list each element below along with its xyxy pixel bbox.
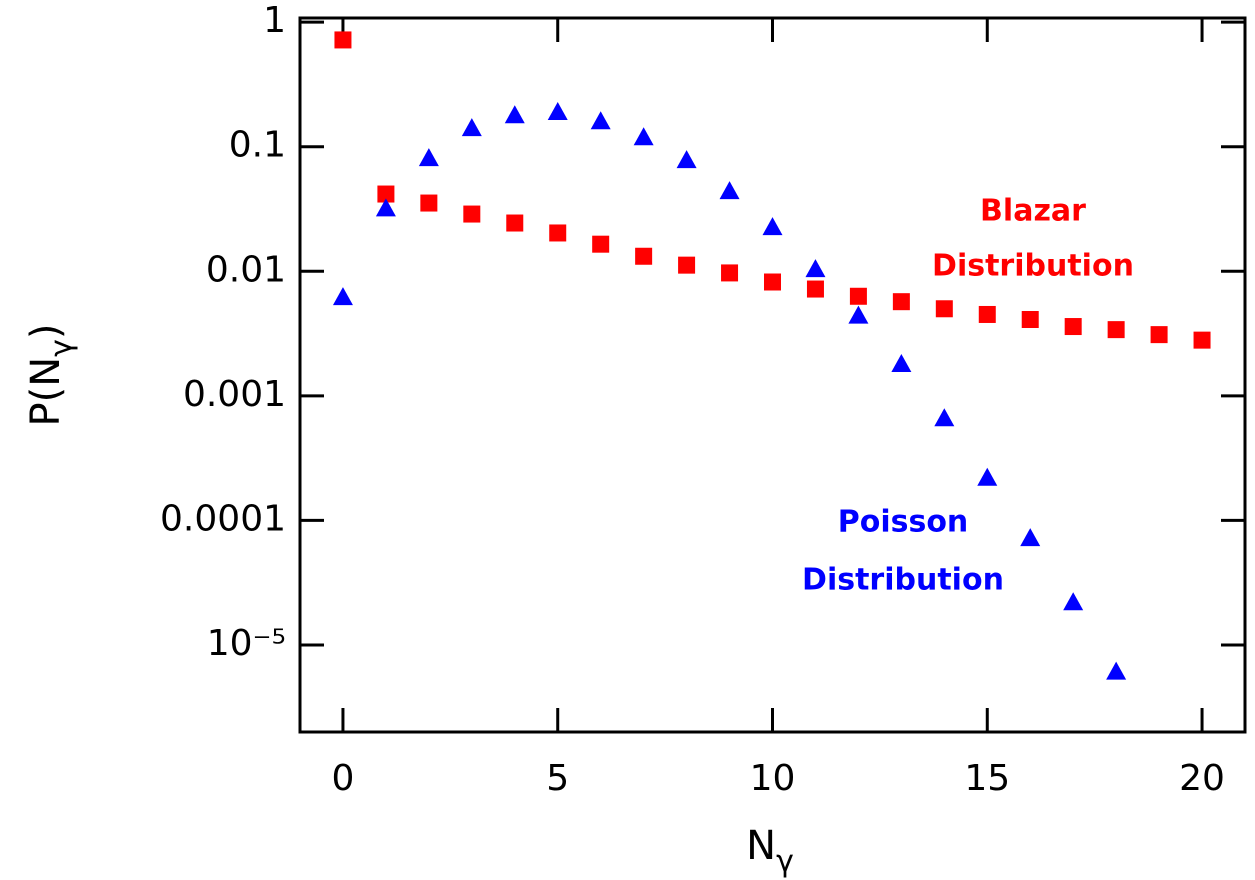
square-marker — [764, 273, 781, 291]
square-marker — [377, 185, 395, 203]
square-marker — [334, 31, 352, 49]
triangle-marker — [418, 148, 439, 167]
square-marker — [1107, 321, 1125, 339]
y-label-base: P(N — [23, 357, 69, 427]
triangle-marker — [676, 150, 697, 169]
triangle-marker — [461, 118, 482, 137]
triangle-marker — [1106, 661, 1127, 680]
triangle-marker — [805, 259, 826, 278]
triangle-marker — [332, 287, 353, 306]
triangle-marker — [1020, 528, 1041, 547]
square-marker — [1064, 318, 1082, 336]
x-tick-label: 0 — [332, 758, 355, 799]
square-marker — [806, 280, 824, 298]
triangle-marker — [547, 101, 568, 120]
square-marker — [1021, 311, 1039, 329]
square-marker — [420, 194, 438, 212]
square-marker — [978, 305, 996, 323]
square-marker — [506, 214, 524, 232]
triangle-marker — [934, 408, 955, 427]
y-tick-label: 10⁻⁵ — [207, 623, 286, 664]
annotation: Distribution — [802, 563, 1004, 598]
x-tick-label: 5 — [546, 758, 569, 799]
x-axis-label: Nγ — [746, 823, 794, 879]
square-marker — [463, 205, 481, 223]
x-tick-label: 20 — [1179, 758, 1225, 799]
square-marker — [935, 300, 953, 318]
square-marker — [592, 235, 610, 253]
y-tick-label: 1 — [263, 0, 286, 41]
y-tick-label: 0.0001 — [160, 498, 286, 539]
triangle-marker — [504, 105, 525, 124]
triangle-marker — [1063, 592, 1084, 611]
triangle-marker — [891, 354, 912, 373]
y-tick-label: 0.001 — [183, 374, 286, 415]
annotation: Poisson — [838, 505, 969, 540]
x-label-base: N — [746, 823, 776, 869]
triangle-marker — [375, 198, 396, 217]
x-tick-label: 15 — [964, 758, 1010, 799]
triangle-marker — [977, 467, 998, 486]
y-tick-label: 0.1 — [229, 125, 286, 166]
triangle-marker — [848, 305, 869, 324]
square-marker — [721, 264, 739, 282]
annotation: Blazar — [980, 194, 1086, 229]
triangle-marker — [633, 127, 654, 146]
y-axis-label: P(Nγ) — [23, 323, 79, 426]
square-marker — [892, 293, 910, 311]
annotation: Distribution — [932, 249, 1134, 284]
square-marker — [849, 287, 867, 305]
triangle-marker — [719, 181, 740, 200]
square-marker — [549, 224, 567, 242]
y-label-tail: ) — [23, 323, 69, 339]
y-tick-label: 0.01 — [206, 249, 286, 290]
x-tick-label: 10 — [750, 758, 796, 799]
plot-frame — [298, 16, 1247, 734]
square-marker — [635, 247, 653, 265]
triangle-marker — [590, 111, 611, 130]
x-label-sub: γ — [776, 844, 794, 879]
square-marker — [678, 256, 696, 274]
y-label-sub: γ — [44, 339, 79, 357]
square-marker — [1193, 331, 1211, 349]
square-marker — [1150, 326, 1168, 344]
triangle-marker — [762, 217, 783, 236]
